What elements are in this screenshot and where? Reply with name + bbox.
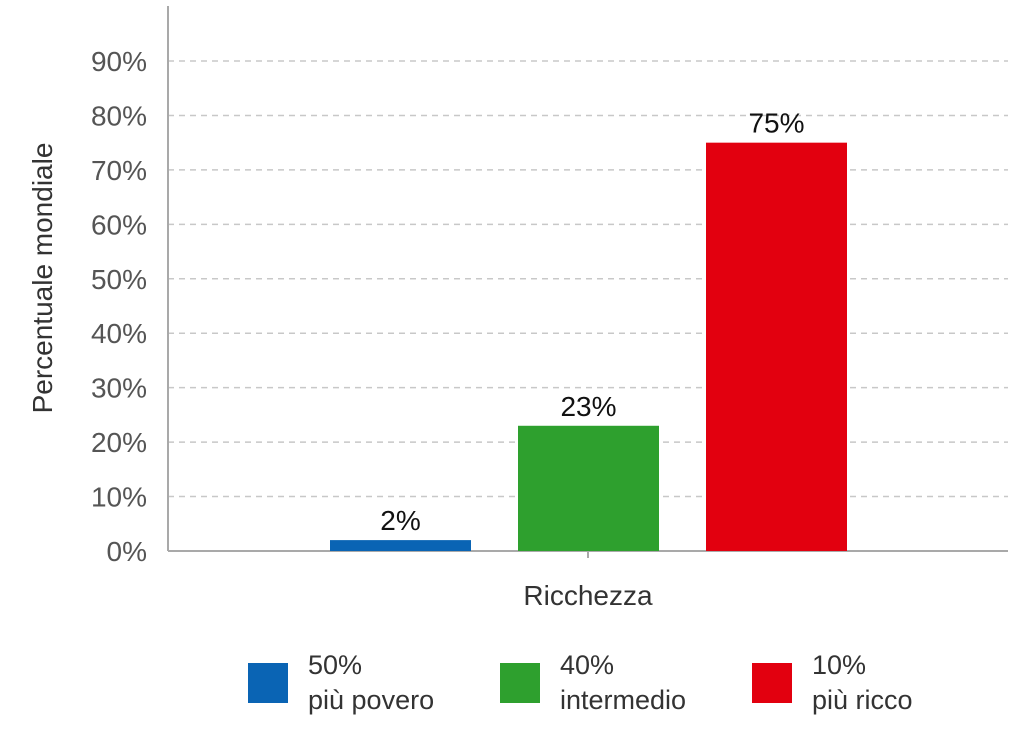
bar-value-label: 2% bbox=[380, 505, 420, 536]
bar-chart: 0% 10% 20% 30% 40% 50% 60% 70% 80% 90% 2% 23% 75% R… bbox=[27, 6, 1008, 611]
bar-value-label: 75% bbox=[748, 108, 804, 139]
legend-label: 10% più ricco bbox=[812, 650, 913, 715]
bars bbox=[330, 142, 847, 551]
y-tick-label: 90% bbox=[91, 46, 147, 77]
legend-item-richest: 10% più ricco bbox=[752, 648, 913, 718]
legend-swatch bbox=[752, 663, 792, 703]
y-tick-label: 30% bbox=[91, 373, 147, 404]
legend-label: 50% più povero bbox=[308, 650, 435, 715]
y-tick-label: 10% bbox=[91, 482, 147, 513]
y-tick-label: 40% bbox=[91, 318, 147, 349]
data-labels: 2% 23% 75% bbox=[380, 108, 804, 536]
legend-item-poorest: 50% più povero bbox=[248, 648, 434, 718]
y-axis-title: Percentuale mondiale bbox=[27, 143, 58, 414]
y-tick-label: 70% bbox=[91, 155, 147, 186]
legend: 50% più povero 40% intermedio 10% più ri… bbox=[0, 648, 1024, 728]
x-axis-title: Ricchezza bbox=[523, 580, 653, 611]
bar-value-label: 23% bbox=[560, 391, 616, 422]
y-tick-label: 20% bbox=[91, 427, 147, 458]
y-axis-ticks: 0% 10% 20% 30% 40% 50% 60% 70% 80% 90% bbox=[91, 46, 147, 567]
y-tick-label: 0% bbox=[107, 536, 147, 567]
bar bbox=[330, 540, 471, 551]
legend-swatch bbox=[248, 663, 288, 703]
bar bbox=[706, 142, 847, 551]
y-tick-label: 80% bbox=[91, 100, 147, 131]
legend-item-middle: 40% intermedio bbox=[500, 648, 686, 718]
y-tick-label: 50% bbox=[91, 264, 147, 295]
y-tick-label: 60% bbox=[91, 209, 147, 240]
legend-label: 40% intermedio bbox=[560, 650, 687, 715]
legend-swatch bbox=[500, 663, 540, 703]
bar bbox=[518, 425, 659, 551]
